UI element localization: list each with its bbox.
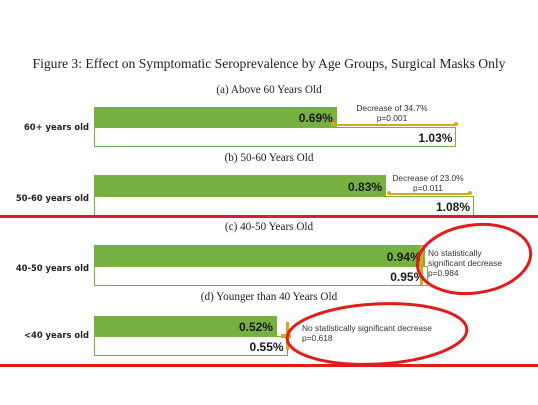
highlight-line-bottom xyxy=(0,364,538,367)
panel-b-bracket xyxy=(388,193,470,195)
panel-a-control-bar xyxy=(94,127,457,147)
panel-c-category: 40-50 years old xyxy=(15,263,89,273)
panel-a-control-value: 1.03% xyxy=(418,131,453,145)
panel-b-category: 50-60 years old xyxy=(15,193,89,203)
panel-a-annotation-line1: Decrease of 34.7% xyxy=(356,103,428,113)
panel-c-annotation-line1: No statistically xyxy=(428,248,482,258)
panel-b-control-value: 1.08% xyxy=(436,200,471,214)
panel-b-title: (b) 50-60 Years Old xyxy=(224,152,314,164)
panel-b-treatment-bar xyxy=(94,175,387,196)
panel-d-category: <40 years old xyxy=(23,330,89,340)
highlight-ellipse-panel-c xyxy=(415,222,533,296)
panel-c-treatment-value: 0.94% xyxy=(386,250,421,264)
panel-b-bracket-end-right xyxy=(468,191,472,195)
panel-a-bracket-end-right xyxy=(454,122,458,126)
highlight-ellipse-panel-d xyxy=(285,302,469,366)
panel-b-bracket-end-left xyxy=(387,191,391,195)
panel-c-control-value: 0.95% xyxy=(390,270,425,284)
panel-c-control-bar xyxy=(94,266,429,286)
highlight-line-top xyxy=(0,215,538,218)
panel-c-annotation-line2: significant decrease xyxy=(428,258,503,268)
panel-b-treatment-value: 0.83% xyxy=(348,180,383,194)
panel-a-title: (a) Above 60 Years Old xyxy=(216,84,322,96)
panel-b-annotation: Decrease of 23.0% p=0.011 xyxy=(384,173,472,193)
panel-a-bracket-end-left xyxy=(331,122,335,126)
panel-a-treatment-bar xyxy=(94,107,337,127)
panel-d-treatment-value: 0.52% xyxy=(238,320,273,334)
figure-title: Figure 3: Effect on Symptomatic Seroprev… xyxy=(32,56,506,71)
panel-d-annotation-line1: No statistically significant decrease xyxy=(302,323,432,333)
panel-d-treatment-bar xyxy=(94,316,277,336)
panel-b-annotation-line1: Decrease of 23.0% xyxy=(392,173,464,183)
panel-c-bracket xyxy=(420,245,423,286)
panel-c-annotation: No statistically significant decrease p=… xyxy=(428,248,520,278)
panel-a-bracket xyxy=(332,124,456,126)
panel-d-annotation: No statistically significant decrease p=… xyxy=(302,323,472,343)
panel-b-annotation-line2: p=0.011 xyxy=(413,183,443,193)
panel-a-annotation-line2: p=0.001 xyxy=(376,113,408,123)
panel-a-annotation: Decrease of 34.7% p=0.001 xyxy=(342,103,442,123)
panel-d-annotation-line2: p=0.618 xyxy=(302,333,333,343)
panel-d-title: (d) Younger than 40 Years Old xyxy=(200,291,338,303)
panel-c-annotation-line3: p=0.984 xyxy=(428,268,459,278)
panel-c-treatment-bar xyxy=(94,245,425,266)
panel-a-category: 60+ years old xyxy=(23,122,89,132)
panel-c-title: (c) 40-50 Years Old xyxy=(224,221,314,233)
panel-d-control-value: 0.55% xyxy=(249,340,284,354)
panel-a-treatment-value: 0.69% xyxy=(298,111,333,125)
